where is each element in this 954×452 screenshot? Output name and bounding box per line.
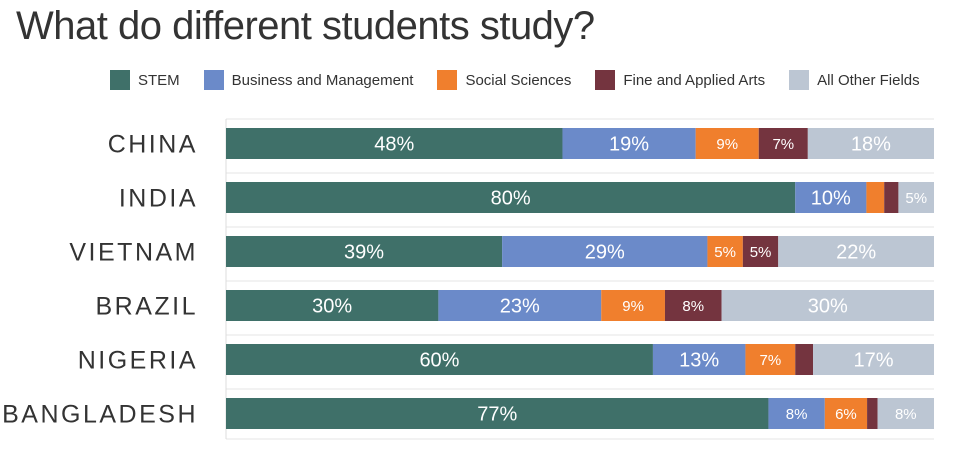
category-label-india: INDIA — [119, 185, 198, 213]
data-label-bangladesh-stem: 77% — [477, 404, 517, 426]
category-label-nigeria: NIGERIA — [78, 347, 198, 375]
bar-india-fine-and-applied-arts — [884, 182, 899, 213]
data-label-vietnam-all-other-fields: 22% — [836, 242, 876, 264]
legend-swatch-stem — [110, 70, 130, 90]
legend-item-business: Business and Management — [203, 70, 414, 90]
legend-swatch-other-fields — [789, 70, 810, 90]
bar-vietnam-fine-and-applied-arts — [742, 236, 779, 267]
data-label-nigeria-all-other-fields: 17% — [854, 350, 894, 372]
legend-item-stem: STEM — [110, 70, 180, 90]
bar-nigeria-social-sciences — [745, 344, 796, 375]
legend-label-stem: STEM — [138, 71, 180, 89]
legend-label-fine-arts: Fine and Applied Arts — [623, 71, 766, 89]
bar-india-all-other-fields — [898, 182, 934, 213]
data-label-nigeria-social-sciences: 7% — [759, 352, 781, 369]
bar-bangladesh-fine-and-applied-arts — [867, 398, 878, 429]
bar-china-all-other-fields — [807, 128, 934, 159]
bar-brazil-stem — [226, 290, 439, 321]
bar-vietnam-stem — [226, 236, 503, 267]
bar-bangladesh-stem — [226, 398, 769, 429]
chart-legend: STEM Business and Management Social Scie… — [110, 68, 944, 92]
data-label-vietnam-social-sciences: 5% — [714, 244, 736, 261]
bar-nigeria-all-other-fields — [813, 344, 934, 375]
bar-nigeria-stem — [226, 344, 653, 375]
category-label-china: CHINA — [108, 131, 198, 159]
bar-brazil-all-other-fields — [721, 290, 934, 321]
data-label-nigeria-stem: 60% — [419, 350, 459, 372]
data-label-china-fine-and-applied-arts: 7% — [772, 136, 794, 153]
legend-item-social-sciences: Social Sciences — [437, 70, 571, 90]
bar-vietnam-social-sciences — [707, 236, 743, 267]
bar-china-stem — [226, 128, 563, 159]
data-label-bangladesh-business-and-management: 8% — [786, 406, 808, 423]
data-label-china-social-sciences: 9% — [716, 136, 738, 153]
data-label-india-all-other-fields: 5% — [905, 190, 927, 207]
data-label-brazil-all-other-fields: 30% — [808, 296, 848, 318]
legend-label-business: Business and Management — [231, 71, 414, 89]
data-label-bangladesh-social-sciences: 6% — [835, 406, 857, 423]
bar-brazil-social-sciences — [601, 290, 665, 321]
data-label-brazil-fine-and-applied-arts: 8% — [682, 298, 704, 315]
data-label-vietnam-stem: 39% — [344, 242, 384, 264]
data-label-china-all-other-fields: 18% — [851, 134, 891, 156]
bar-bangladesh-all-other-fields — [877, 398, 934, 429]
category-label-bangladesh: BANGLADESH — [2, 401, 198, 429]
legend-swatch-business — [203, 70, 224, 90]
chart-title: What do different students study? — [16, 4, 595, 48]
bar-india-stem — [226, 182, 796, 213]
bar-vietnam-business-and-management — [502, 236, 708, 267]
data-label-nigeria-business-and-management: 13% — [679, 350, 719, 372]
bar-nigeria-business-and-management — [652, 344, 746, 375]
category-label-vietnam: VIETNAM — [69, 239, 198, 267]
bar-india-business-and-management — [795, 182, 867, 213]
data-label-brazil-business-and-management: 23% — [500, 296, 540, 318]
legend-swatch-fine-arts — [595, 70, 616, 90]
bar-bangladesh-social-sciences — [824, 398, 868, 429]
category-label-brazil: BRAZIL — [95, 293, 198, 321]
legend-swatch-social-sciences — [437, 70, 458, 90]
bar-india-social-sciences — [866, 182, 885, 213]
legend-item-other-fields: All Other Fields — [789, 70, 920, 90]
data-label-india-business-and-management: 10% — [811, 188, 851, 210]
bar-vietnam-all-other-fields — [778, 236, 934, 267]
bar-china-social-sciences — [695, 128, 759, 159]
data-label-vietnam-fine-and-applied-arts: 5% — [750, 244, 772, 261]
bar-china-fine-and-applied-arts — [758, 128, 808, 159]
data-label-china-business-and-management: 19% — [609, 134, 649, 156]
data-label-brazil-social-sciences: 9% — [622, 298, 644, 315]
bar-china-business-and-management — [562, 128, 696, 159]
data-label-bangladesh-all-other-fields: 8% — [895, 406, 917, 423]
data-label-india-stem: 80% — [491, 188, 531, 210]
legend-item-fine-arts: Fine and Applied Arts — [595, 70, 765, 90]
bar-brazil-business-and-management — [438, 290, 602, 321]
bar-brazil-fine-and-applied-arts — [664, 290, 722, 321]
legend-label-other-fields: All Other Fields — [817, 71, 920, 89]
data-label-vietnam-business-and-management: 29% — [585, 242, 625, 264]
data-label-brazil-stem: 30% — [312, 296, 352, 318]
bar-bangladesh-business-and-management — [768, 398, 825, 429]
bar-nigeria-fine-and-applied-arts — [795, 344, 814, 375]
legend-label-social-sciences: Social Sciences — [465, 71, 572, 89]
data-label-china-stem: 48% — [374, 134, 414, 156]
